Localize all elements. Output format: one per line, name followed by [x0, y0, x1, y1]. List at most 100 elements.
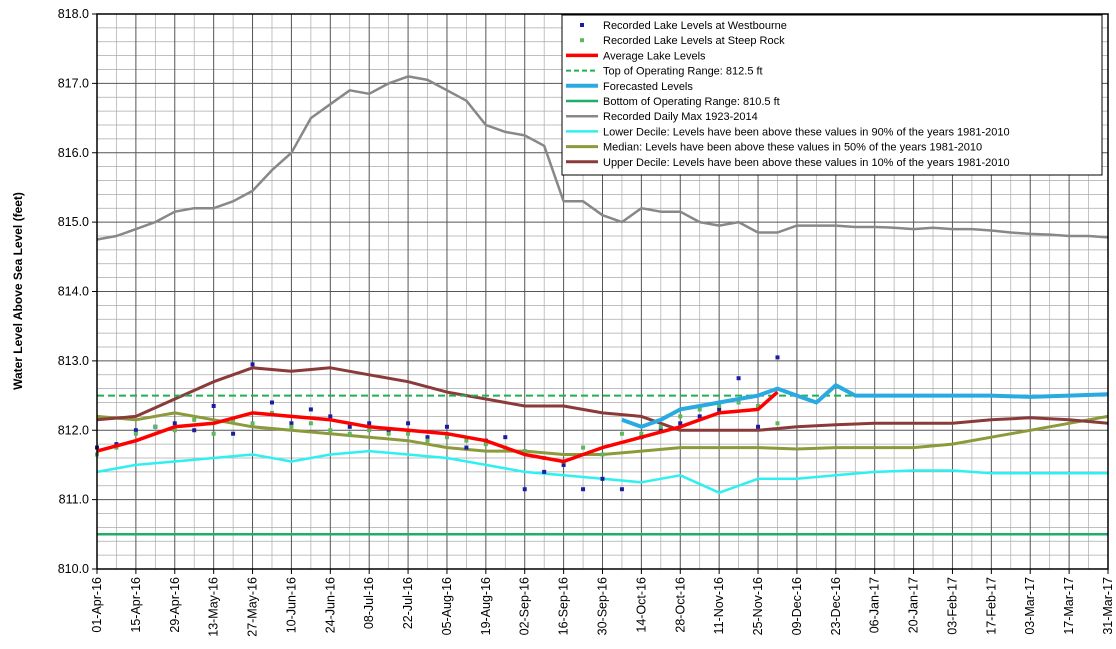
scatter-point	[269, 400, 274, 405]
scatter-point	[406, 431, 411, 436]
x-tick-label: 15-Apr-16	[129, 577, 143, 633]
scatter-point	[386, 431, 391, 436]
scatter-point	[697, 407, 702, 412]
scatter-point	[172, 421, 177, 426]
series-line	[96, 75, 1109, 241]
scatter-point	[775, 355, 780, 360]
x-tick-label: 29-Apr-16	[168, 577, 182, 633]
scatter-point	[756, 424, 761, 429]
legend-marker	[580, 23, 584, 27]
scatter-point	[658, 424, 663, 429]
x-tick-label: 19-Aug-16	[479, 577, 493, 635]
x-tick-label: 02-Sep-16	[518, 577, 532, 635]
plot-frame	[96, 13, 1109, 570]
x-tick-label: 31-Mar-17	[1101, 577, 1115, 635]
legend-label: Average Lake Levels	[603, 50, 706, 62]
scatter-point	[133, 428, 138, 433]
scatter-point	[697, 414, 702, 419]
scatter-point	[133, 431, 138, 436]
y-tick-label: 811.0	[59, 493, 89, 507]
scatter-point	[639, 431, 644, 436]
x-tick-label: 10-Jun-16	[284, 577, 298, 633]
x-tick-label: 27-May-16	[246, 577, 260, 637]
series-line	[96, 366, 1109, 432]
scatter-point	[678, 414, 683, 419]
scatter-point	[600, 452, 605, 457]
scatter-point	[172, 428, 177, 433]
x-tick-label: 17-Mar-17	[1062, 577, 1076, 635]
scatter-point	[444, 435, 449, 440]
scatter-point	[211, 431, 216, 436]
scatter-point	[561, 462, 566, 467]
x-tick-label: 23-Dec-16	[829, 577, 843, 635]
x-tick-label: 16-Sep-16	[557, 577, 571, 635]
scatter-point	[367, 421, 372, 426]
scatter-point	[192, 428, 197, 433]
scatter-point	[289, 424, 294, 429]
scatter-point	[581, 487, 586, 492]
scatter-point	[231, 431, 236, 436]
x-tick-label: 01-Apr-16	[90, 577, 104, 633]
legend-label: Forecasted Levels	[603, 81, 693, 93]
x-tick-label: 28-Oct-16	[673, 577, 687, 633]
x-tick-label: 22-Jul-16	[401, 577, 415, 629]
x-tick-label: 09-Dec-16	[790, 577, 804, 635]
x-tick-label: 20-Jan-17	[907, 577, 921, 633]
scatter-point	[717, 403, 722, 408]
legend-label: Recorded Daily Max 1923-2014	[603, 111, 758, 123]
series-line	[621, 383, 1109, 429]
scatter-point	[308, 421, 313, 426]
series-line	[96, 390, 779, 464]
y-axis-label: Water Level Above Sea Level (feet)	[11, 192, 25, 390]
scatter-point	[756, 403, 761, 408]
scatter-point	[211, 403, 216, 408]
x-tick-label: 25-Nov-16	[751, 577, 765, 635]
x-tick-label: 03-Feb-17	[945, 577, 959, 635]
legend-box	[561, 14, 1103, 176]
scatter-point	[425, 438, 430, 443]
x-tick-label: 08-Jul-16	[362, 577, 376, 629]
scatter-point	[717, 407, 722, 412]
scatter-point	[736, 376, 741, 381]
scatter-point	[328, 414, 333, 419]
scatter-point	[600, 476, 605, 481]
scatter-point	[308, 407, 313, 412]
scatter-point	[250, 362, 255, 367]
scatter-point	[406, 421, 411, 426]
legend-label: Median: Levels have been above these val…	[603, 142, 982, 154]
y-tick-label: 812.0	[58, 423, 89, 437]
x-tick-label: 13-May-16	[207, 577, 221, 637]
scatter-point	[425, 435, 430, 440]
x-tick-label: 06-Jan-17	[868, 577, 882, 633]
scatter-point	[153, 424, 158, 429]
y-tick-label: 810.0	[58, 562, 89, 576]
legend-label: Recorded Lake Levels at Steep Rock	[603, 35, 785, 47]
legend-label: Top of Operating Range: 812.5 ft	[603, 66, 763, 78]
scatter-point	[619, 487, 624, 492]
legend-label: Upper Decile: Levels have been above the…	[603, 157, 1010, 169]
legend-label: Lower Decile: Levels have been above the…	[603, 126, 1010, 138]
scatter-point	[328, 428, 333, 433]
x-tick-label: 24-Jun-16	[323, 577, 337, 633]
scatter-point	[678, 421, 683, 426]
y-tick-label: 818.0	[58, 7, 89, 21]
scatter-point	[619, 431, 624, 436]
y-tick-label: 813.0	[58, 354, 89, 368]
x-tick-label: 03-Mar-17	[1023, 577, 1037, 635]
y-tick-label: 817.0	[58, 76, 89, 90]
scatter-point	[581, 445, 586, 450]
legend-marker	[580, 38, 584, 43]
legend-label: Bottom of Operating Range: 810.5 ft	[603, 96, 780, 108]
scatter-point	[444, 424, 449, 429]
scatter-point	[542, 469, 547, 474]
scatter-point	[192, 417, 197, 422]
scatter-point	[483, 442, 488, 447]
x-tick-label: 17-Feb-17	[984, 577, 998, 635]
x-tick-label: 11-Nov-16	[712, 577, 726, 634]
x-tick-label: 30-Sep-16	[596, 577, 610, 635]
y-tick-label: 816.0	[58, 146, 89, 160]
x-tick-label: 14-Oct-16	[634, 577, 648, 633]
y-tick-label: 815.0	[58, 215, 89, 229]
scatter-point	[522, 449, 527, 454]
